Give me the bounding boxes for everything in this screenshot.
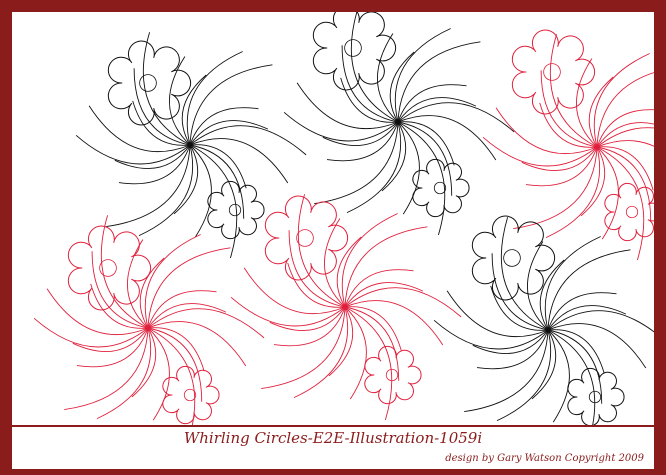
- swirl-line: [64, 328, 148, 410]
- flower-center: [504, 250, 521, 267]
- swirl-line: [190, 65, 272, 145]
- swirl-line: [464, 330, 548, 412]
- swirl-line: [97, 328, 151, 419]
- swirl-line: [526, 147, 597, 186]
- swirl-line: [492, 253, 548, 330]
- swirl-line: [398, 122, 452, 196]
- credit: design by Gary Watson Copyright 2009: [445, 453, 644, 464]
- swirl-line: [497, 330, 551, 421]
- swirl-line: [134, 68, 190, 145]
- title: Whirling Circles-E2E-Illustration-1059i: [12, 429, 654, 447]
- swirl-line: [477, 330, 548, 369]
- swirl-line: [398, 42, 480, 122]
- swirl-line: [106, 145, 190, 227]
- swirl-line: [597, 141, 654, 185]
- swirl-line: [190, 145, 244, 219]
- flower-center: [297, 230, 314, 247]
- flower: [365, 346, 421, 403]
- swirl-line: [119, 145, 190, 184]
- swirl-line: [294, 307, 348, 398]
- flower-center: [434, 182, 445, 193]
- swirl-line: [274, 307, 345, 346]
- swirl-line: [546, 147, 600, 238]
- swirl-line: [327, 122, 398, 161]
- swirl-line: [527, 242, 548, 331]
- flower-center: [184, 389, 195, 400]
- swirl-line: [548, 250, 630, 330]
- flower: [605, 183, 654, 240]
- swirl-line: [513, 147, 597, 229]
- footer: Whirling Circles-E2E-Illustration-1059i …: [12, 427, 654, 469]
- swirl-line: [345, 227, 427, 307]
- flower: [108, 41, 190, 125]
- flower-center: [229, 204, 240, 215]
- swirl-line: [548, 330, 595, 425]
- flower: [512, 30, 594, 114]
- flower: [68, 226, 150, 310]
- swirl-line: [597, 67, 654, 147]
- flower-center: [544, 64, 561, 81]
- flower-center: [626, 206, 637, 217]
- flower-center: [140, 75, 157, 92]
- swirl-line: [347, 122, 401, 213]
- swirl-line: [139, 145, 193, 236]
- swirl-line: [597, 128, 654, 157]
- flower-center: [345, 40, 362, 57]
- swirl-line: [148, 248, 230, 328]
- swirl-line: [377, 34, 398, 123]
- illustration: [12, 12, 654, 425]
- swirl-line: [148, 328, 195, 425]
- swirl-line: [314, 122, 398, 204]
- page-frame: Whirling Circles-E2E-Illustration-1059i …: [0, 0, 666, 475]
- swirl-line: [261, 307, 345, 389]
- flower: [568, 368, 624, 425]
- swirl-line: [77, 328, 148, 367]
- flower: [265, 196, 347, 280]
- swirl-line: [576, 59, 597, 148]
- swirl-line: [324, 219, 345, 308]
- swirl-line: [548, 330, 602, 404]
